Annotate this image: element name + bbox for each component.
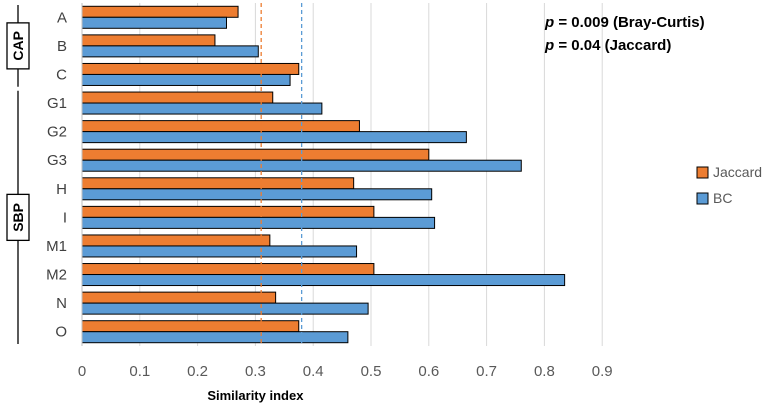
- legend-swatch-jaccard: [696, 166, 709, 179]
- x-tick-label-0: 0: [78, 363, 86, 380]
- bar-jaccard-n: [81, 291, 277, 304]
- x-tick-label-0.7: 0.7: [476, 363, 497, 380]
- x-tick-label-0.8: 0.8: [534, 363, 555, 380]
- bar-jaccard-i: [81, 205, 375, 218]
- category-label-i: I: [63, 209, 67, 226]
- category-label-g2: G2: [47, 124, 67, 141]
- category-label-m1: M1: [46, 238, 67, 255]
- x-tick-label-0.1: 0.1: [129, 363, 150, 380]
- bar-bc-o: [81, 331, 349, 344]
- bar-jaccard-g1: [81, 91, 274, 104]
- bar-bc-m2: [81, 274, 566, 287]
- category-label-h: H: [56, 181, 67, 198]
- bar-bc-n: [81, 302, 369, 315]
- bar-bc-m1: [81, 245, 358, 258]
- category-label-m2: M2: [46, 267, 67, 284]
- p-symbol: p: [544, 37, 554, 54]
- x-tick-label-0.4: 0.4: [303, 363, 324, 380]
- category-label-o: O: [55, 324, 67, 341]
- bar-bc-h: [81, 188, 433, 201]
- bar-jaccard-m2: [81, 263, 375, 276]
- p-value-text: = 0.04 (Jaccard): [554, 37, 671, 54]
- p-symbol: p: [544, 14, 554, 31]
- bar-jaccard-b: [81, 34, 216, 47]
- category-label-b: B: [57, 38, 67, 55]
- x-axis-title: Similarity index: [207, 388, 304, 403]
- bar-jaccard-g2: [81, 120, 360, 133]
- bar-bc-b: [81, 45, 259, 58]
- x-tick-label-0.5: 0.5: [361, 363, 382, 380]
- bar-jaccard-a: [81, 5, 239, 18]
- bar-jaccard-g3: [81, 148, 430, 161]
- x-tick-label-0.2: 0.2: [187, 363, 208, 380]
- category-label-n: N: [56, 295, 67, 312]
- p-value-text: = 0.009 (Bray-Curtis): [554, 14, 704, 31]
- bar-bc-a: [81, 16, 227, 29]
- x-tick-label-0.9: 0.9: [592, 363, 613, 380]
- x-tick-label-0.6: 0.6: [418, 363, 439, 380]
- bar-jaccard-m1: [81, 234, 271, 247]
- category-label-a: A: [57, 9, 67, 26]
- category-label-g1: G1: [47, 95, 67, 112]
- group-box-cap: [6, 22, 30, 70]
- bar-jaccard-h: [81, 177, 355, 190]
- category-label-g3: G3: [47, 152, 67, 169]
- group-label-cap: CAP: [10, 31, 26, 61]
- legend-label-jaccard: Jaccard: [713, 164, 762, 180]
- bar-bc-i: [81, 216, 436, 229]
- x-tick-label-0.3: 0.3: [245, 363, 266, 380]
- group-label-sbp: SBP: [10, 203, 26, 232]
- p-value-annotation-1: p = 0.009 (Bray-Curtis): [544, 14, 705, 31]
- bar-jaccard-o: [81, 320, 300, 333]
- bar-bc-g1: [81, 102, 323, 115]
- bar-bc-g2: [81, 131, 467, 144]
- category-label-c: C: [56, 66, 67, 83]
- bar-bc-c: [81, 73, 291, 86]
- p-value-annotation-2: p = 0.04 (Jaccard): [544, 37, 671, 54]
- legend-swatch-bc: [696, 192, 709, 205]
- legend-label-bc: BC: [713, 190, 732, 206]
- bar-jaccard-c: [81, 62, 300, 75]
- group-box-sbp: [6, 193, 30, 242]
